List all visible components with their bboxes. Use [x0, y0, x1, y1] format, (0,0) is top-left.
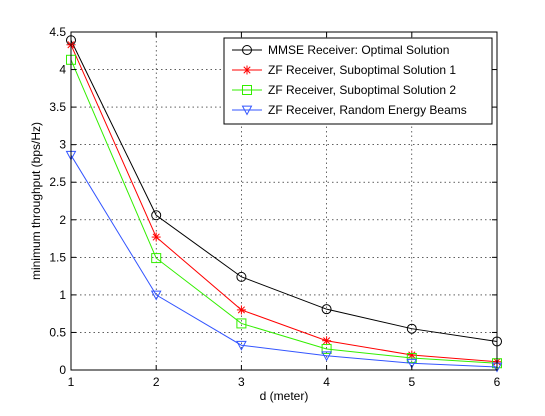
legend-label: MMSE Receiver: Optimal Solution	[268, 43, 449, 57]
data-point	[321, 343, 332, 354]
asterisk-stroke	[243, 66, 251, 74]
data-point	[150, 290, 162, 301]
data-point	[236, 305, 246, 315]
legend-box	[223, 37, 493, 125]
y-tick-label: 4.5	[49, 25, 66, 39]
plot-frame	[70, 31, 498, 371]
data-point	[322, 336, 332, 346]
x-tick-label: 1	[68, 375, 75, 389]
legend-marker	[242, 45, 252, 55]
data-point	[236, 340, 247, 351]
legend-label: ZF Receiver, Suboptimal Solution 2	[268, 83, 456, 97]
y-tick-label: 3.5	[49, 100, 66, 114]
y-axis-label: minimum throughput (bps/Hz)	[29, 122, 43, 280]
legend-label: ZF Receiver, Random Energy Beams	[268, 103, 467, 117]
y-tick-label: 0	[59, 363, 66, 377]
legend-marker	[242, 85, 252, 95]
data-point	[406, 352, 417, 363]
y-tick-label: 3	[59, 138, 66, 152]
asterisk-stroke	[237, 306, 245, 314]
y-tick-label: 4	[59, 63, 66, 77]
data-point	[151, 232, 161, 242]
data-point	[321, 351, 332, 362]
y-tick-label: 2	[59, 213, 66, 227]
x-axis-label: d (meter)	[260, 389, 309, 403]
ticks: 1 2 3 4 5 6 0 0.5 1 1.5 2 2.5 3 3.5 4 4.5	[49, 25, 500, 389]
legend-entry: MMSE Receiver: Optimal Solution	[232, 43, 449, 57]
y-tick-label: 0.5	[49, 325, 66, 339]
series-line	[70, 154, 498, 368]
x-tick-label: 5	[408, 375, 415, 389]
legend: MMSE Receiver: Optimal Solution ZF Receiv…	[223, 37, 493, 125]
legend-entry: ZF Receiver, Suboptimal Solution 1	[232, 63, 456, 77]
series-line	[70, 44, 498, 363]
legend-label: ZF Receiver, Suboptimal Solution 1	[268, 63, 456, 77]
x-tick-label: 2	[153, 375, 160, 389]
data-point	[236, 318, 247, 329]
data-point	[406, 323, 417, 334]
legend-marker	[241, 105, 253, 116]
data-point	[236, 271, 247, 282]
asterisk-stroke	[408, 351, 416, 359]
legend-marker	[242, 65, 252, 75]
data-point	[151, 210, 162, 221]
x-tick-label: 4	[323, 375, 330, 389]
data-point	[406, 358, 418, 369]
y-tick-label: 1	[59, 288, 66, 302]
series-line	[70, 59, 498, 364]
series-4	[65, 150, 503, 373]
asterisk-stroke	[323, 337, 331, 345]
series-line	[70, 40, 498, 342]
asterisk-stroke	[152, 233, 160, 241]
legend-entry: ZF Receiver, Suboptimal Solution 2	[232, 83, 456, 97]
x-tick-label: 3	[238, 375, 245, 389]
data-point	[151, 253, 162, 264]
data-point	[321, 304, 332, 315]
legend-entry: ZF Receiver, Random Energy Beams	[232, 103, 467, 117]
x-tick-label: 6	[494, 375, 501, 389]
y-tick-label: 1.5	[49, 250, 66, 264]
y-tick-label: 2.5	[49, 175, 66, 189]
